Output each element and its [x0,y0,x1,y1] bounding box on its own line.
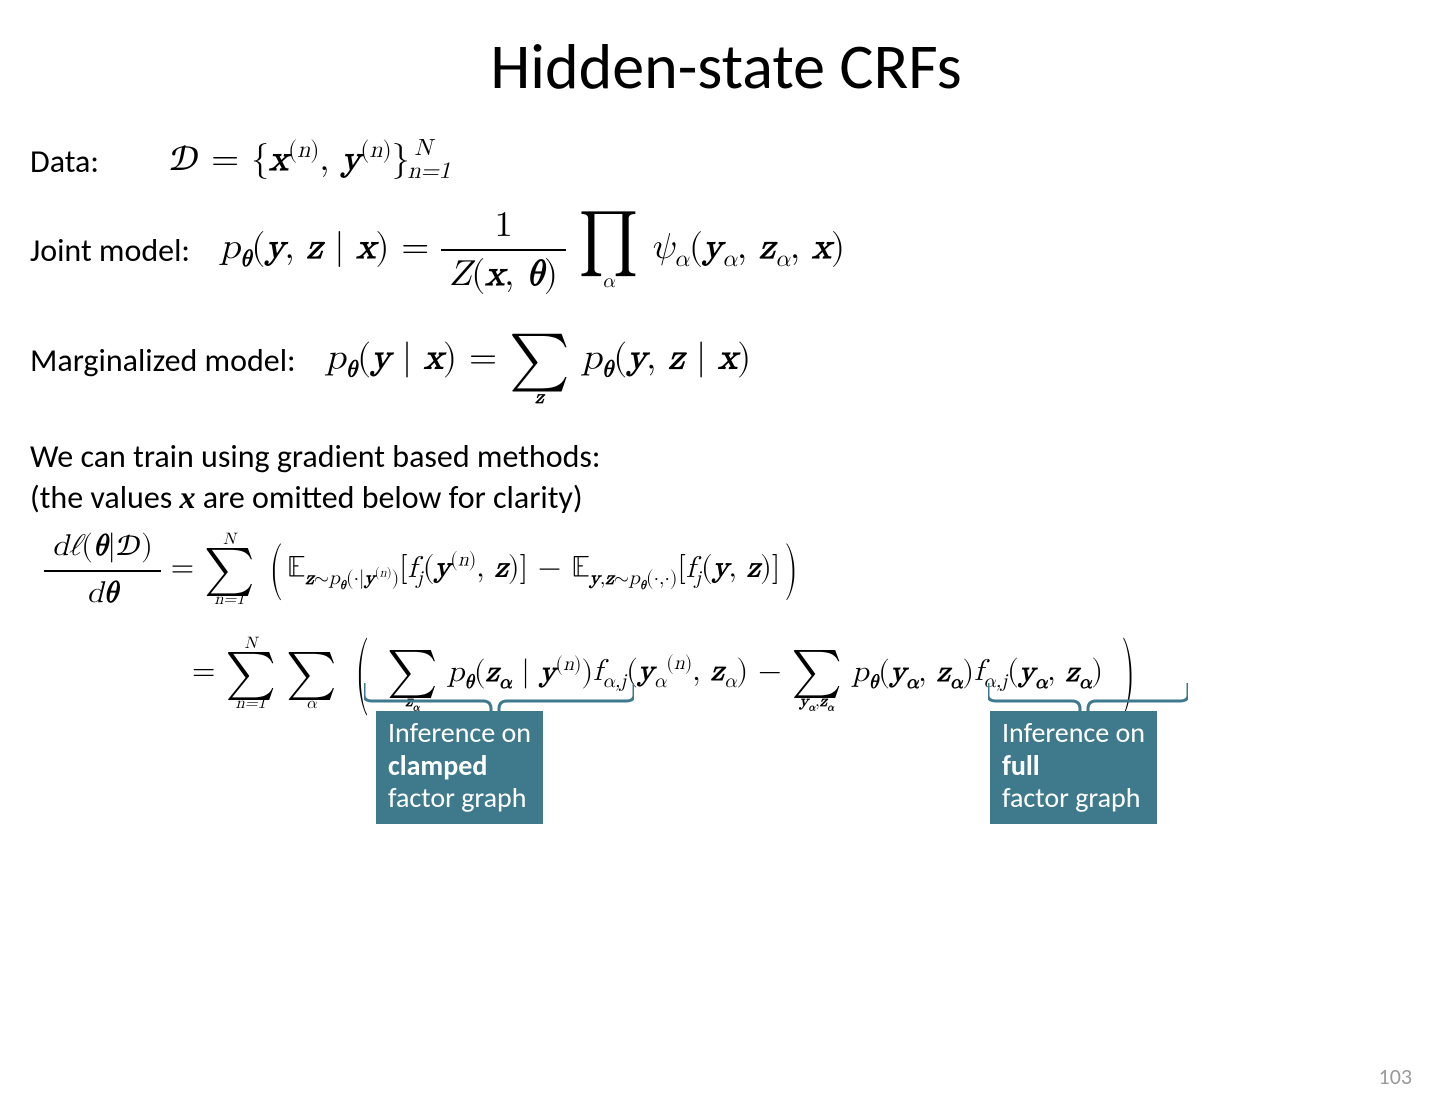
clamped-bold: clamped [388,748,487,783]
clamped-brace [364,683,634,713]
note-line2-suffix: are omitted below for clarity) [196,478,583,517]
full-brace [988,683,1188,713]
page-title: Hidden-state CRFs [30,28,1422,106]
marginal-row: Marginalized model: pθ(y | x) = ∑z pθ(y,… [30,314,1422,407]
data-equation: 𝒟 = {x(n), y(n)}n=1N [169,136,470,186]
annotation-layer: Inference on clamped factor graph Infere… [44,673,1452,853]
joint-label: Joint model: [30,231,190,270]
gradient-line1: dℓ(θ|𝒟) dθ = N∑n=1 (𝔼z∼pθ(·|y(n))[fj(y(n… [44,527,1422,613]
note-line2-var: x [180,479,196,515]
joint-row: Joint model: pθ(y, z | x) = 1 Z(x, θ) ∏α… [30,204,1422,296]
page-number: 103 [1379,1063,1412,1090]
clamped-l3: factor graph [388,780,526,815]
data-row: Data: 𝒟 = {x(n), y(n)}n=1N [30,136,1422,186]
full-l1: Inference on [1002,715,1145,750]
joint-equation: pθ(y, z | x) = 1 Z(x, θ) ∏α ψα(yα, zα, x… [220,204,845,296]
slide: Hidden-state CRFs Data: 𝒟 = {x(n), y(n)}… [0,0,1452,1118]
full-bold: full [1002,748,1040,783]
note-line2: (the values x are omitted below for clar… [30,478,1422,517]
clamped-annotation: Inference on clamped factor graph [376,711,543,824]
gradient-line2: = N∑n=1 ∑α ( ∑zα pθ(zα | y(n))fα,j(yα(n)… [192,623,1143,724]
marginal-equation: pθ(y | x) = ∑z pθ(y, z | x) [326,314,752,407]
note-line2-prefix: (the values [30,478,180,517]
full-annotation: Inference on full factor graph [990,711,1157,824]
note-line1: We can train using gradient based method… [30,437,1422,476]
data-label: Data: [30,142,99,181]
marginal-label: Marginalized model: [30,341,296,380]
full-l3: factor graph [1002,780,1140,815]
gradient-equation: dℓ(θ|𝒟) dθ = N∑n=1 (𝔼z∼pθ(·|y(n))[fj(y(n… [44,527,1422,724]
clamped-l1: Inference on [388,715,531,750]
